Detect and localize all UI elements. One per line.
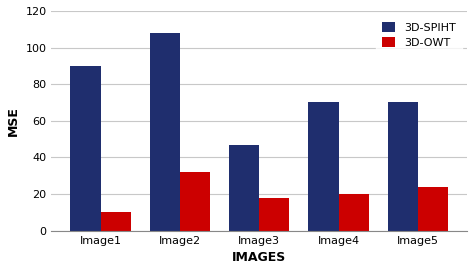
Y-axis label: MSE: MSE [7, 106, 20, 136]
X-axis label: IMAGES: IMAGES [232, 251, 286, 264]
Bar [338, 194, 369, 231]
Bar [150, 33, 180, 231]
Bar [180, 172, 210, 231]
Legend: 3D-SPIHT, 3D-OWT: 3D-SPIHT, 3D-OWT [376, 17, 462, 54]
Bar [388, 102, 418, 231]
Bar [70, 66, 100, 231]
Bar [229, 145, 259, 231]
Bar [418, 187, 448, 231]
Bar [259, 198, 290, 231]
Bar [100, 212, 131, 231]
Bar [309, 102, 338, 231]
